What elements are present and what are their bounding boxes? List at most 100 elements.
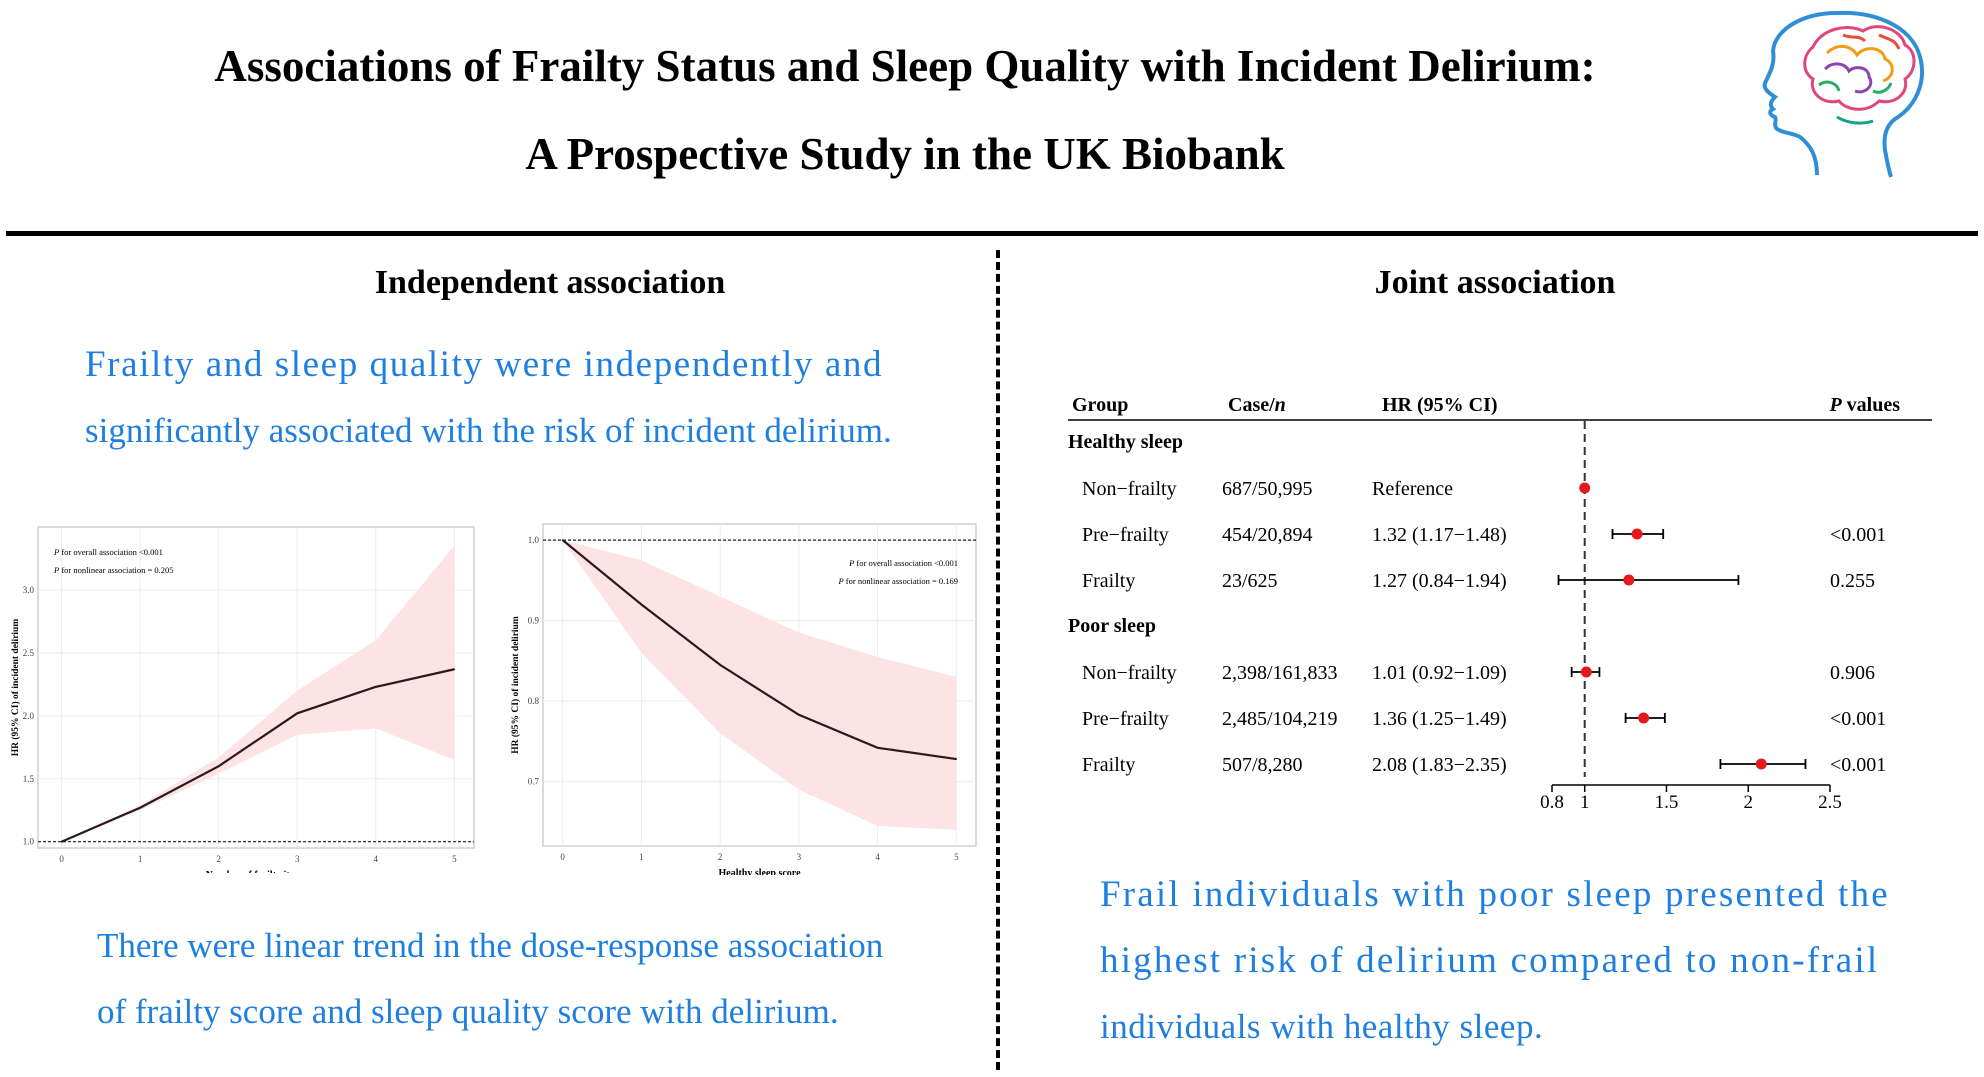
row-hr: 1.32 (1.17−1.48) — [1372, 524, 1507, 546]
y-tick-label: 2.5 — [23, 648, 35, 658]
col-header-group: Group — [1072, 394, 1128, 416]
joint-association-forest-plot: Group Case/n HR (95% CI) P values Healthy sl… — [1068, 394, 1932, 813]
section-label: Poor sleep — [1068, 615, 1156, 637]
x-tick-label: 2.5 — [1818, 792, 1842, 813]
x-tick-label: 2 — [1743, 792, 1753, 813]
overall-association-note: P for overall association <0.001 — [53, 547, 163, 557]
row-hr: 1.27 (0.84−1.94) — [1372, 570, 1507, 592]
x-axis-label: Healthy sleep score — [718, 868, 801, 875]
nonlinear-association-note: P for nonlinear association = 0.169 — [837, 576, 958, 586]
y-tick-label: 1.5 — [23, 774, 35, 784]
y-tick-label: 1.0 — [23, 837, 35, 847]
confidence-band — [562, 540, 957, 830]
x-tick-label: 1 — [639, 852, 644, 862]
confidence-band — [61, 545, 455, 842]
hr-point — [798, 713, 800, 716]
y-axis-label: HR (95% CI) of incident delirium — [510, 616, 521, 754]
section-label: Healthy sleep — [1068, 431, 1183, 453]
row-group: Frailty — [1082, 754, 1135, 776]
x-tick-label: 2 — [718, 852, 723, 862]
hr-point — [296, 712, 299, 715]
right-summary-line-3: individuals with healthy sleep. — [1100, 1007, 1544, 1046]
hr-point — [1755, 758, 1767, 770]
y-tick-label: 0.7 — [528, 777, 540, 787]
hr-point — [876, 746, 879, 749]
y-tick-label: 2.0 — [23, 711, 35, 721]
hr-point — [139, 806, 141, 809]
x-tick-label: 1.5 — [1655, 792, 1679, 813]
hr-curve — [561, 539, 957, 761]
brain-logo-icon — [1762, 10, 1924, 178]
x-tick-label: 0 — [59, 854, 64, 864]
y-axis-label: HR (95% CI) of incident delirium — [10, 619, 21, 757]
row-case: 507/8,280 — [1222, 754, 1303, 776]
right-summary-line-2: highest risk of delirium compared to non… — [1100, 940, 1880, 981]
hr-point — [955, 758, 958, 760]
y-tick-label: 0.9 — [528, 616, 540, 626]
left-trend-line-1: There were linear trend in the dose-resp… — [97, 926, 884, 965]
title-line-2: A Prospective Study in the UK Biobank — [525, 129, 1285, 179]
row-group: Frailty — [1082, 570, 1135, 592]
x-tick-label: 3 — [797, 852, 802, 862]
frailty-dose-response-chart: 0 1 2 3 4 5 1.0 1.5 2.0 2.5 3.0 Number of frailty i… — [10, 526, 475, 873]
x-tick-label: 5 — [954, 852, 959, 862]
x-tick-label: 0 — [560, 852, 565, 862]
hr-point — [640, 603, 643, 606]
col-header-p: P values — [1828, 394, 1900, 416]
overall-association-note: P for overall association <0.001 — [848, 558, 958, 568]
hr-point — [1580, 666, 1592, 678]
y-tick-label: 1.0 — [528, 535, 540, 545]
row-p-value: <0.001 — [1830, 708, 1886, 730]
x-tick-label: 1 — [138, 854, 143, 864]
row-p-value: 0.255 — [1830, 570, 1875, 592]
left-summary-line-1: Frailty and sleep quality were independe… — [85, 344, 884, 385]
row-p-value: <0.001 — [1830, 754, 1886, 776]
row-case: 454/20,894 — [1222, 524, 1313, 546]
sleep-dose-response-chart: 0 1 2 3 4 5 0.7 0.8 0.9 1.0 Healthy sleep score HR … — [510, 523, 977, 875]
x-tick-label: 3 — [295, 854, 300, 864]
hr-point — [1638, 712, 1650, 724]
col-header-case: Case/n — [1228, 394, 1286, 416]
x-tick-label: 2 — [216, 854, 221, 864]
hr-point — [1579, 482, 1591, 494]
joint-association-heading: Joint association — [1374, 264, 1616, 301]
panel-divider — [996, 250, 1000, 1070]
row-group: Non−frailty — [1082, 478, 1177, 500]
row-p-value: 0.906 — [1830, 662, 1875, 684]
x-tick-label: 4 — [374, 854, 379, 864]
hr-point — [719, 664, 721, 666]
independent-association-heading: Independent association — [374, 264, 726, 301]
row-case: 687/50,995 — [1222, 478, 1313, 500]
hr-point — [561, 539, 564, 541]
hr-point — [60, 840, 63, 843]
hr-curve — [61, 668, 455, 843]
row-case: 2,485/104,219 — [1222, 708, 1338, 730]
row-group: Pre−frailty — [1082, 524, 1169, 546]
left-trend-line-2: of frailty score and sleep quality score… — [97, 992, 839, 1031]
x-tick-label: 0.8 — [1540, 792, 1564, 813]
y-tick-label: 3.0 — [23, 585, 35, 595]
right-summary-line-1: Frail individuals with poor sleep presen… — [1100, 874, 1890, 915]
x-tick-label: 1 — [1580, 792, 1590, 813]
x-tick-label: 5 — [452, 854, 457, 864]
row-hr: 1.36 (1.25−1.49) — [1372, 708, 1507, 730]
row-hr: 2.08 (1.83−2.35) — [1372, 754, 1507, 776]
header-divider — [6, 231, 1978, 236]
title-line-1: Associations of Frailty Status and Sleep… — [214, 41, 1596, 91]
hr-point — [217, 765, 220, 767]
row-hr: Reference — [1372, 478, 1453, 500]
x-tick-label: 4 — [875, 852, 880, 862]
row-case: 23/625 — [1222, 570, 1278, 592]
y-tick-label: 0.8 — [528, 696, 540, 706]
row-p-value: <0.001 — [1830, 524, 1886, 546]
hr-point — [375, 686, 377, 688]
x-axis-label: Number of frailty items — [206, 870, 307, 873]
row-group: Non−frailty — [1082, 662, 1177, 684]
left-summary-line-2: significantly associated with the risk o… — [85, 411, 892, 450]
hr-point — [1631, 528, 1643, 540]
nonlinear-association-note: P for nonlinear association = 0.205 — [53, 565, 174, 575]
row-case: 2,398/161,833 — [1222, 662, 1338, 684]
col-header-hr: HR (95% CI) — [1382, 394, 1498, 416]
row-group: Pre−frailty — [1082, 708, 1169, 730]
hr-point — [453, 668, 456, 671]
